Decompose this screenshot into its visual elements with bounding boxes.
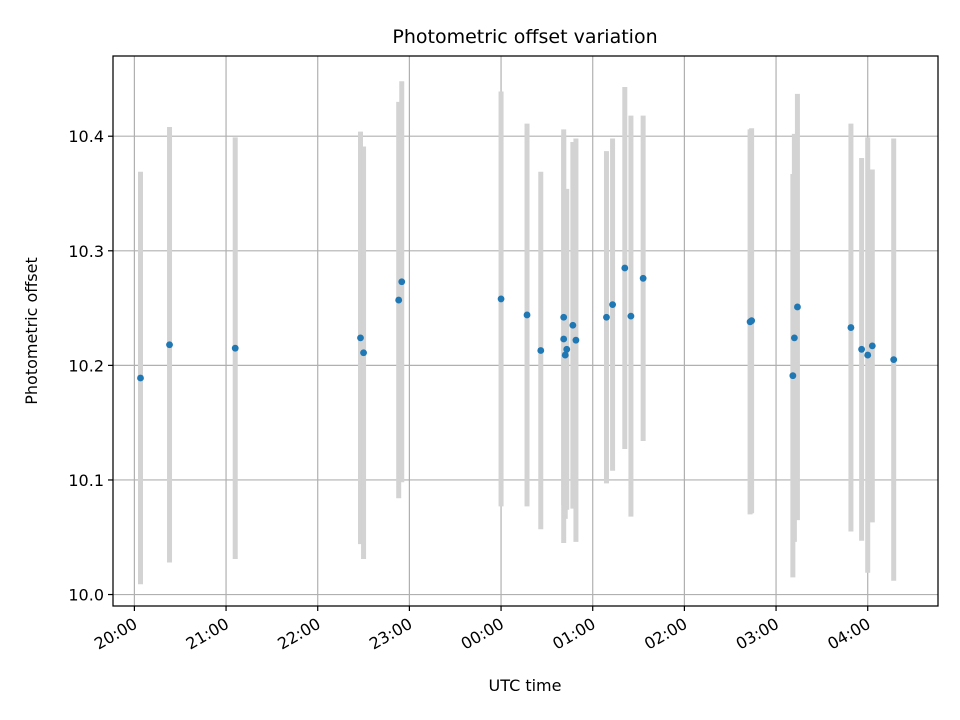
y-tick-label: 10.0 xyxy=(68,586,104,605)
data-point xyxy=(398,278,406,286)
data-point xyxy=(357,334,364,342)
data-point xyxy=(560,313,568,321)
data-point xyxy=(790,334,798,342)
point-layer xyxy=(137,264,898,382)
data-point xyxy=(639,274,647,282)
data-point xyxy=(569,321,577,329)
data-point xyxy=(166,341,173,349)
data-point xyxy=(789,372,797,380)
data-point xyxy=(858,345,866,353)
data-point xyxy=(621,264,629,272)
y-axis-label: Photometric offset xyxy=(22,257,41,405)
data-point xyxy=(794,303,801,311)
data-point xyxy=(360,349,367,357)
data-point xyxy=(890,356,898,364)
data-point xyxy=(231,344,239,352)
data-point xyxy=(395,296,403,304)
data-point xyxy=(609,301,616,309)
data-point xyxy=(137,374,144,382)
y-tick-label: 10.2 xyxy=(68,356,104,375)
y-tick-label: 10.3 xyxy=(68,242,104,261)
data-point xyxy=(561,351,569,359)
y-tick-label: 10.1 xyxy=(68,471,104,490)
data-point xyxy=(537,347,545,354)
data-point xyxy=(523,311,531,319)
data-point xyxy=(864,351,872,359)
data-point xyxy=(560,335,568,343)
plot-area-frame xyxy=(112,55,939,607)
data-point xyxy=(748,317,756,325)
data-point xyxy=(847,324,855,331)
data-point xyxy=(627,312,635,320)
x-axis-label: UTC time xyxy=(489,676,562,695)
chart-title: Photometric offset variation xyxy=(392,26,657,48)
data-point xyxy=(572,336,580,344)
data-point xyxy=(497,295,505,303)
y-tick-label: 10.4 xyxy=(68,127,104,146)
data-point xyxy=(868,342,876,350)
data-point xyxy=(563,345,571,353)
data-point xyxy=(603,313,610,321)
